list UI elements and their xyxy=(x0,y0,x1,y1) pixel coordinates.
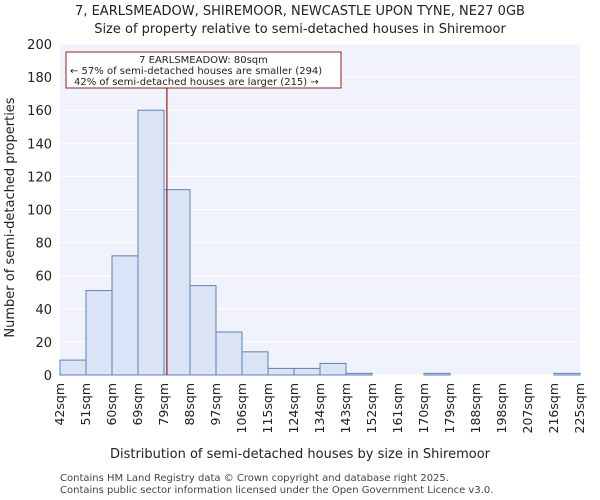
bar xyxy=(423,372,451,376)
x-tick-label: 161sqm xyxy=(390,383,405,433)
x-tick-label: 134sqm xyxy=(312,383,327,433)
bar xyxy=(111,255,139,376)
x-tick-label: 97sqm xyxy=(208,383,223,426)
y-tick-label: 100 xyxy=(27,204,52,219)
y-tick-label: 200 xyxy=(27,38,52,53)
bar xyxy=(59,359,87,376)
bar xyxy=(293,367,321,376)
bar xyxy=(345,372,373,376)
x-axis-label: Distribution of semi-detached houses by … xyxy=(110,447,491,462)
y-tick-label: 80 xyxy=(35,237,52,252)
x-tick-label: 143sqm xyxy=(338,383,353,433)
x-tick-label: 216sqm xyxy=(546,383,561,433)
footer-copyright: Contains HM Land Registry data © Crown c… xyxy=(60,473,449,484)
bar xyxy=(163,189,191,376)
x-tick-label: 124sqm xyxy=(286,383,301,433)
y-tick-label: 20 xyxy=(35,336,52,351)
bar xyxy=(215,331,243,376)
y-tick-label: 160 xyxy=(27,104,52,119)
bar xyxy=(267,367,295,376)
annotation-line: ← 57% of semi-detached houses are smalle… xyxy=(70,66,322,77)
annotation-box: 7 EARLSMEADOW: 80sqm← 57% of semi-detach… xyxy=(65,51,342,89)
y-tick-label: 0 xyxy=(44,369,52,384)
x-tick-label: 106sqm xyxy=(234,383,249,433)
x-tick-label: 188sqm xyxy=(468,383,483,433)
footer-licence: Contains public sector information licen… xyxy=(60,485,494,496)
bar xyxy=(319,362,347,376)
bar xyxy=(241,351,269,376)
bar xyxy=(85,290,113,376)
bar xyxy=(553,372,581,376)
x-tick-label: 198sqm xyxy=(494,383,509,433)
x-tick-label: 51sqm xyxy=(78,383,93,426)
chart-subtitle: Size of property relative to semi-detach… xyxy=(94,22,506,37)
x-tick-label: 42sqm xyxy=(52,383,67,426)
x-tick-label: 115sqm xyxy=(260,383,275,433)
x-tick-label: 152sqm xyxy=(364,383,379,433)
y-tick-label: 180 xyxy=(27,71,52,86)
x-tick-label: 179sqm xyxy=(442,383,457,433)
x-tick-label: 69sqm xyxy=(130,383,145,426)
y-axis-ticks: 0 20 40 60 80 100 120 140 160 180 200 xyxy=(27,38,52,384)
x-tick-label: 60sqm xyxy=(104,383,119,426)
x-tick-label: 88sqm xyxy=(182,383,197,426)
bar xyxy=(137,109,165,376)
annotation-line: 42% of semi-detached houses are larger (… xyxy=(74,77,319,88)
y-tick-label: 140 xyxy=(27,137,52,152)
x-tick-label: 170sqm xyxy=(416,383,431,433)
annotation-line: 7 EARLSMEADOW: 80sqm xyxy=(139,55,268,66)
y-tick-label: 40 xyxy=(35,303,52,318)
x-tick-label: 225sqm xyxy=(572,383,587,433)
y-axis-label: Number of semi-detached properties xyxy=(3,97,18,337)
y-tick-label: 120 xyxy=(27,170,52,185)
bars xyxy=(59,109,581,376)
annotation-frame xyxy=(65,51,342,89)
x-axis-ticks: 42sqm 51sqm 60sqm 69sqm 79sqm 88sqm 97sqm 106sq… xyxy=(52,383,587,433)
y-tick-label: 60 xyxy=(35,270,52,285)
bar xyxy=(189,285,217,376)
chart-title: 7, EARLSMEADOW, SHIREMOOR, NEWCASTLE UPO… xyxy=(75,4,525,19)
x-tick-label: 79sqm xyxy=(156,383,171,426)
x-tick-label: 207sqm xyxy=(520,383,535,433)
